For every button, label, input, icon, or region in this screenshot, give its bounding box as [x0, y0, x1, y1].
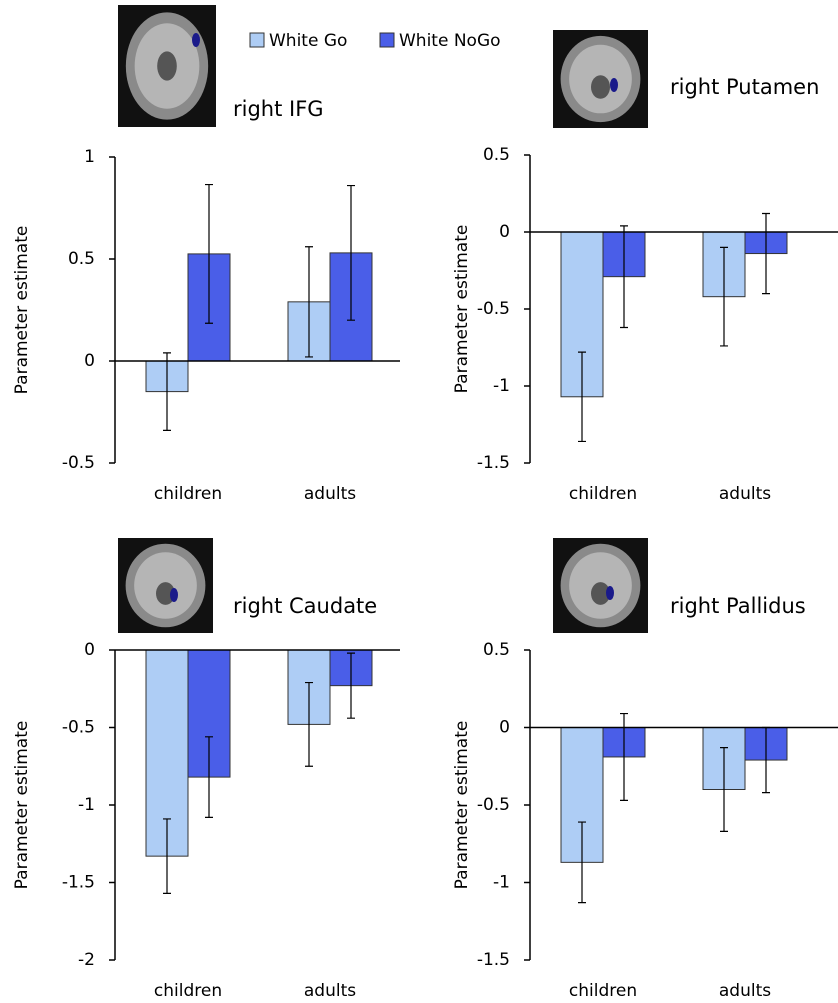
brain-image — [156, 582, 175, 605]
error-bar — [720, 747, 728, 832]
brain-image — [591, 75, 610, 99]
x-tick-label: children — [569, 981, 637, 1001]
chart-title: right Caudate — [233, 594, 377, 618]
error-bar — [578, 821, 586, 904]
y-tick-label: 0 — [84, 640, 95, 660]
y-tick-label: 0 — [499, 222, 510, 242]
chart-title: right IFG — [233, 97, 324, 121]
x-tick-label: children — [569, 484, 637, 504]
y-axis-label: Parameter estimate — [452, 721, 472, 890]
y-tick-label: 0.5 — [483, 640, 510, 660]
brain-image — [192, 33, 200, 47]
y-axis-label: Parameter estimate — [12, 721, 32, 890]
y-tick-label: 1 — [84, 147, 95, 167]
brain-image — [157, 51, 177, 81]
y-axis-label: Parameter estimate — [12, 226, 32, 395]
error-bar — [163, 818, 171, 894]
y-tick-label: -0.5 — [477, 795, 510, 815]
x-tick-label: children — [154, 484, 222, 504]
legend-label: White NoGo — [399, 31, 501, 51]
x-tick-label: children — [154, 981, 222, 1001]
y-tick-label: -1.5 — [62, 873, 95, 893]
y-axis-label: Parameter estimate — [452, 225, 472, 394]
x-tick-label: adults — [719, 484, 771, 504]
y-tick-label: 0 — [499, 718, 510, 738]
y-tick-label: -0.5 — [477, 299, 510, 319]
y-tick-label: 0 — [84, 351, 95, 371]
error-bar — [762, 212, 770, 295]
error-bar — [205, 183, 213, 324]
legend-swatch — [249, 32, 265, 48]
error-bar — [205, 736, 213, 818]
error-bar — [305, 246, 313, 358]
error-bar — [620, 225, 628, 329]
error-bar — [347, 652, 355, 719]
error-bar — [163, 352, 171, 431]
y-tick-label: -0.5 — [62, 718, 95, 738]
error-bar — [347, 184, 355, 321]
brain-image — [591, 582, 610, 605]
y-tick-label: 0.5 — [483, 145, 510, 165]
x-tick-label: adults — [304, 981, 356, 1001]
brain-image — [610, 78, 618, 92]
chart-title: right Putamen — [670, 75, 819, 99]
brain-image — [606, 586, 614, 600]
x-tick-label: adults — [719, 981, 771, 1001]
legend-swatch — [379, 32, 395, 48]
error-bar — [305, 681, 313, 767]
error-bar — [578, 351, 586, 443]
y-tick-label: -1.5 — [477, 453, 510, 473]
x-tick-label: adults — [304, 484, 356, 504]
y-tick-label: -1 — [493, 873, 510, 893]
brain-image — [170, 588, 178, 602]
legend-label: White Go — [269, 31, 347, 51]
chart-title: right Pallidus — [670, 594, 806, 618]
y-tick-label: -1.5 — [477, 950, 510, 970]
y-tick-label: 0.5 — [68, 249, 95, 269]
y-tick-label: -2 — [78, 950, 95, 970]
error-bar — [720, 246, 728, 347]
y-tick-label: -0.5 — [62, 453, 95, 473]
y-tick-label: -1 — [78, 795, 95, 815]
y-tick-label: -1 — [493, 376, 510, 396]
